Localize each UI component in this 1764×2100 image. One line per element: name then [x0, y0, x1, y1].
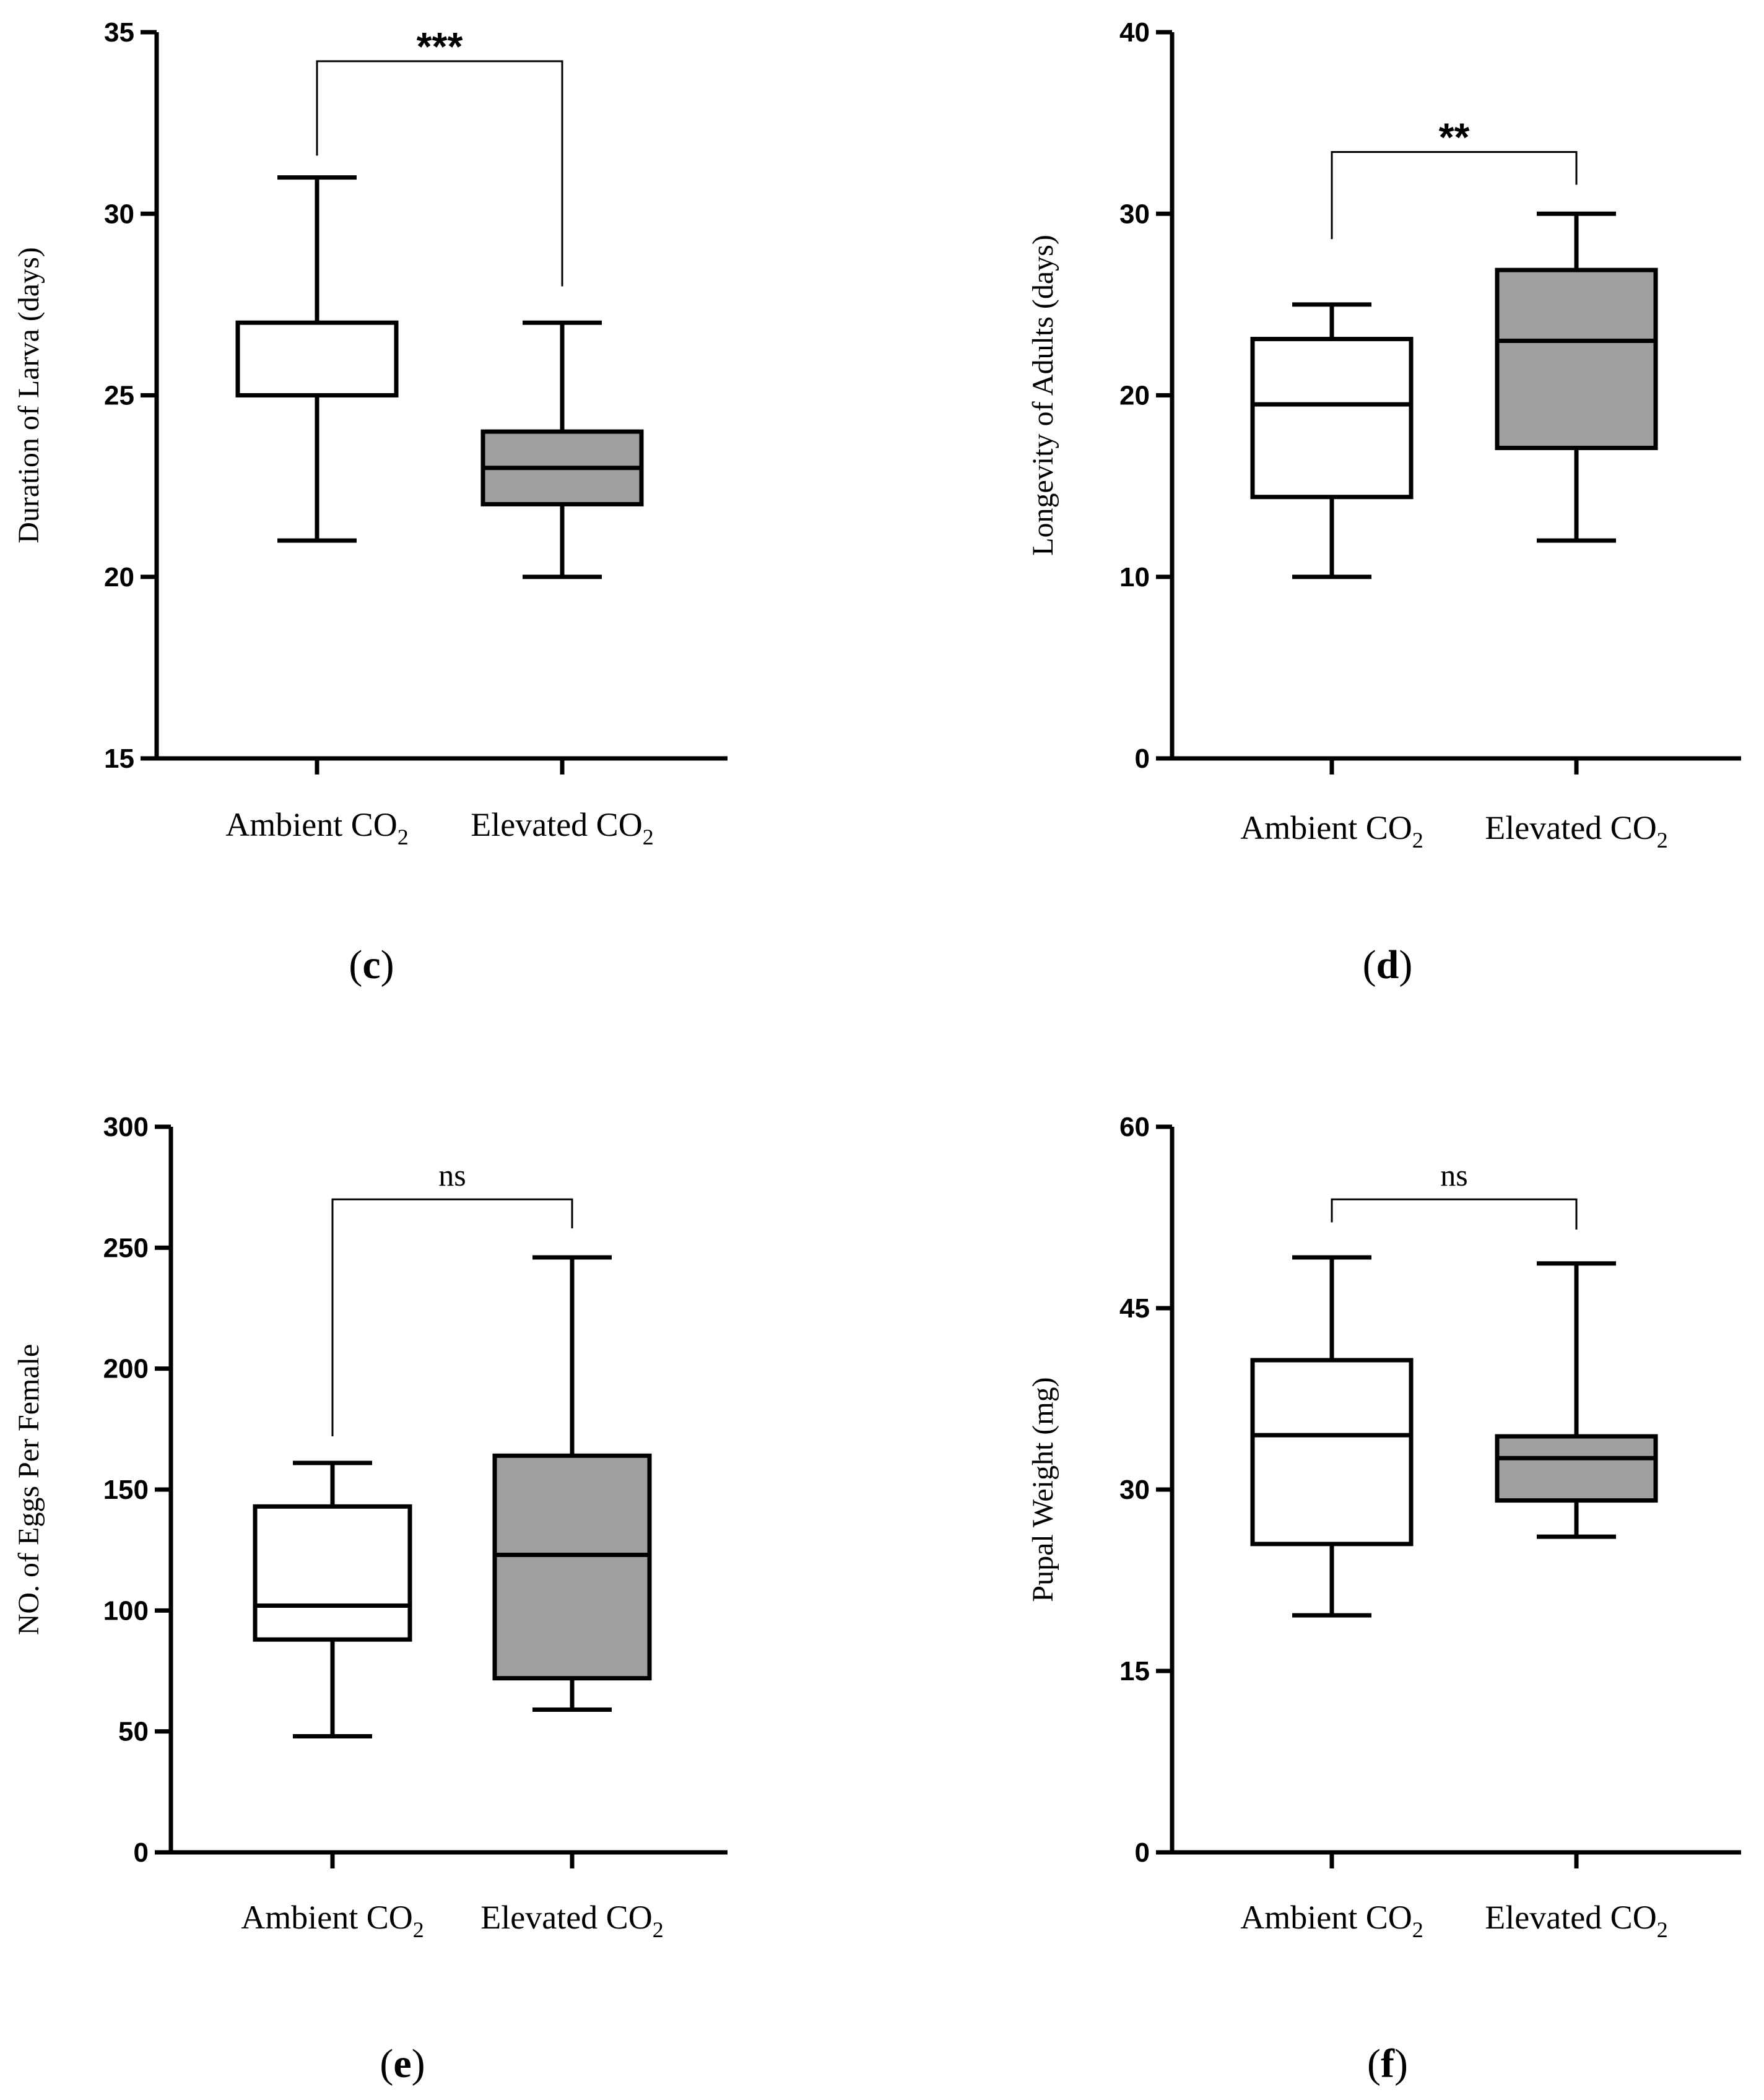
box-iqr [253, 1504, 412, 1642]
panel-label: (c) [349, 942, 394, 987]
y-tick-label: 45 [1119, 1293, 1150, 1324]
box-iqr [1495, 1434, 1658, 1503]
x-category-label: Elevated CO2 [1485, 809, 1667, 853]
y-tick-label: 10 [1119, 562, 1150, 592]
y-tick-label: 50 [118, 1717, 149, 1747]
x-category-label: Ambient CO2 [1240, 1899, 1423, 1942]
y-tick-label: 15 [1119, 1656, 1150, 1686]
panel-label: (f) [1367, 2041, 1408, 2086]
box-iqr [1495, 267, 1658, 451]
x-category-label: Ambient CO2 [225, 806, 409, 849]
significance-label: ns [438, 1158, 466, 1192]
y-axis-label: NO. of Eggs Per Female [12, 1344, 45, 1636]
significance-label: ** [1439, 115, 1470, 160]
y-tick-label: 20 [1119, 381, 1150, 411]
y-tick-label: 0 [1135, 1838, 1150, 1868]
significance-bracket [1331, 151, 1578, 240]
significance-bracket [331, 1198, 573, 1437]
significance-bracket [1331, 1198, 1578, 1230]
box-iqr [1250, 1358, 1414, 1547]
x-category-label: Elevated CO2 [480, 1899, 663, 1942]
y-tick-label: 40 [1119, 17, 1150, 48]
x-category-label: Ambient CO2 [1240, 809, 1423, 853]
panel-label: (e) [380, 2041, 425, 2086]
panel-label: (d) [1363, 942, 1413, 987]
y-tick-label: 0 [1135, 744, 1150, 774]
panel-f: 0 15 30 45 60 Pupal Weight (mg) Ambient CO2 Ele… [1027, 1112, 1741, 2086]
y-tick-label: 35 [104, 17, 134, 48]
y-tick-label: 30 [104, 199, 134, 229]
significance-label: ns [1440, 1158, 1467, 1192]
panel-c: 15 20 25 30 35 Duration of Larva (days) Ambien… [12, 17, 728, 987]
y-tick-label: 300 [103, 1112, 149, 1142]
y-tick-label: 100 [103, 1595, 149, 1626]
y-tick-label: 150 [103, 1475, 149, 1505]
y-axis-label: Pupal Weight (mg) [1027, 1377, 1059, 1602]
panel-e: 0 50 100 150 200 250 300 NO. of Eggs Per Female… [12, 1112, 728, 2086]
x-category-label: Ambient CO2 [241, 1899, 424, 1942]
y-tick-label: 20 [104, 562, 134, 592]
box-iqr [235, 320, 399, 398]
panel-d: 0 10 20 30 40 Longevity of Adults (days) Ambie… [1027, 17, 1741, 987]
y-tick-label: 60 [1119, 1112, 1150, 1142]
significance-label: *** [417, 24, 463, 69]
x-category-label: Elevated CO2 [1485, 1899, 1667, 1942]
x-category-label: Elevated CO2 [471, 806, 653, 849]
box-iqr [492, 1453, 652, 1681]
y-tick-label: 0 [134, 1838, 149, 1868]
y-axis-label: Duration of Larva (days) [12, 247, 45, 543]
y-tick-label: 30 [1119, 1475, 1150, 1505]
significance-bracket [316, 60, 563, 287]
y-tick-label: 15 [104, 744, 134, 774]
y-axis-label: Longevity of Adults (days) [1027, 235, 1059, 556]
y-tick-label: 30 [1119, 199, 1150, 229]
y-tick-label: 200 [103, 1354, 149, 1384]
y-tick-label: 25 [104, 381, 134, 411]
box-iqr [1250, 337, 1414, 500]
y-tick-label: 250 [103, 1233, 149, 1263]
